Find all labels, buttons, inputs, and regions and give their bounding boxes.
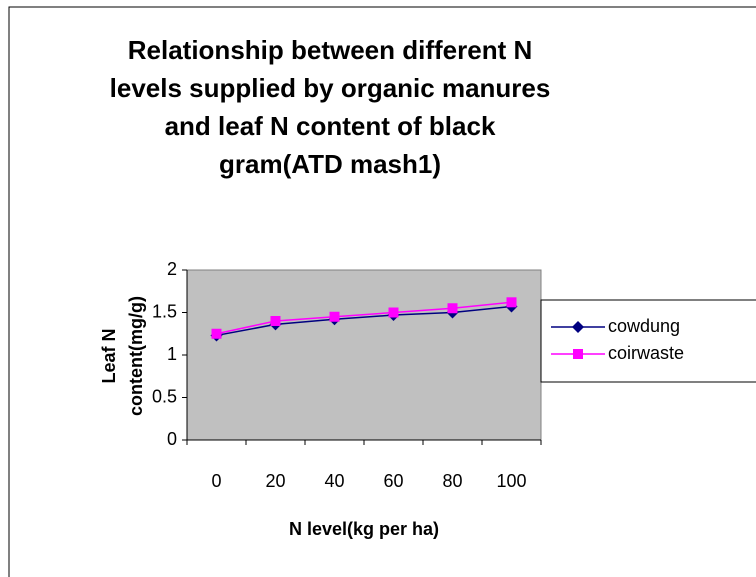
legend-marker [572,321,584,333]
x-tick-label: 40 [324,471,344,491]
y-tick-label: 2 [167,259,177,279]
y-tick-label: 1.5 [152,301,177,321]
plot-area [186,269,542,441]
marker [388,307,399,318]
marker [447,303,458,314]
y-tick-label: 0 [167,429,177,449]
y-axis-label: content(mg/g) [126,296,146,416]
title-line: gram(ATD mash1) [219,149,441,179]
legend-label: cowdung [608,316,680,336]
x-tick-label: 20 [265,471,285,491]
y-tick-label: 1 [167,344,177,364]
y-tick-label: 0.5 [152,386,177,406]
title-line: levels supplied by organic manures [110,73,551,103]
chart-title: Relationship between different N levels s… [110,35,551,179]
title-line: Relationship between different N [128,35,533,65]
y-axis-label: Leaf N [99,328,119,383]
legend-label: coirwaste [608,343,684,363]
x-tick-label: 100 [496,471,526,491]
marker [211,328,222,339]
marker [270,316,281,326]
legend-box [540,299,756,383]
series-line [216,305,512,337]
marker [329,311,340,322]
series-line [216,301,512,335]
title-line: and leaf N content of black [165,111,496,141]
legend-marker [573,349,583,359]
x-tick-label: 60 [383,471,403,491]
x-tick-label: 0 [211,471,221,491]
x-tick-label: 80 [442,471,462,491]
x-axis-label: N level(kg per ha) [289,519,439,539]
marker [506,297,517,308]
